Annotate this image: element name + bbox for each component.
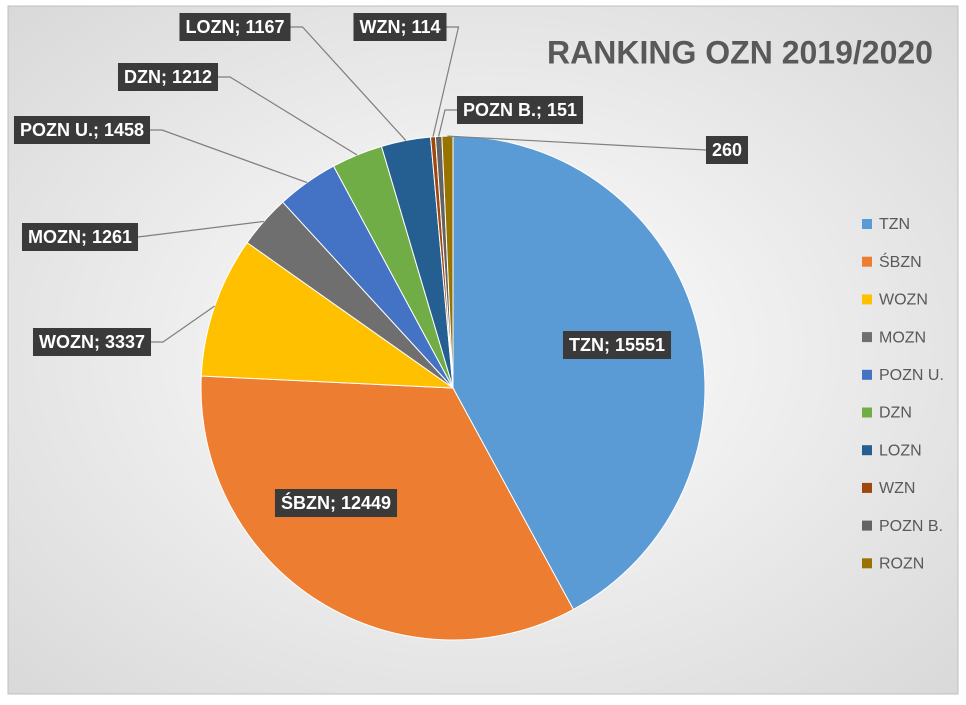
- legend-swatch: [862, 294, 872, 305]
- data-label: LOZN; 1167: [179, 13, 291, 41]
- legend-swatch: [862, 558, 872, 569]
- data-label-box: [456, 96, 584, 124]
- data-label-box: [117, 63, 219, 91]
- data-label-text: WZN; 114: [359, 17, 440, 37]
- leader-line: [137, 220, 264, 238]
- leader-line: [438, 109, 457, 137]
- data-label: POZN U.; 1458: [13, 116, 151, 144]
- legend-swatch: [862, 332, 872, 343]
- legend-label: ROZN: [879, 556, 924, 573]
- legend-label: LOZN: [879, 442, 922, 459]
- data-label: MOZN; 1261: [21, 223, 139, 251]
- legend-label: MOZN: [879, 329, 926, 346]
- legend-label: WZN: [879, 480, 915, 497]
- legend-swatch: [862, 256, 872, 267]
- chart-title: RANKING OZN 2019/2020: [547, 34, 933, 70]
- data-label-text: TZN; 15551: [569, 335, 665, 355]
- data-label: WZN; 114: [353, 13, 447, 41]
- data-label: ŚBZN; 12449: [274, 489, 398, 517]
- data-label-text: LOZN; 1167: [185, 17, 284, 37]
- data-label: TZN; 15551: [562, 331, 672, 359]
- data-label-text: POZN U.; 1458: [20, 120, 144, 140]
- data-label: WOZN; 3337: [32, 328, 152, 356]
- data-label-box: [562, 331, 672, 359]
- pie-slice: [200, 241, 455, 389]
- leader-line: [218, 76, 358, 156]
- legend-swatch: [862, 482, 872, 493]
- legend-swatch: [862, 219, 872, 229]
- data-label-text: 260: [712, 140, 742, 160]
- pie-slice: [452, 135, 706, 611]
- data-label: 260: [705, 136, 749, 164]
- legend-label: TZN: [879, 216, 910, 233]
- legend-label: ŚBZN: [879, 252, 922, 271]
- leader-line: [432, 26, 460, 137]
- leader-line: [290, 26, 407, 141]
- legend-label: POZN B.: [879, 518, 943, 535]
- data-label-text: WOZN; 3337: [39, 332, 145, 352]
- data-label-box: [179, 13, 291, 41]
- legend-swatch: [862, 445, 872, 456]
- legend-swatch: [862, 407, 872, 418]
- data-label-box: [274, 489, 398, 517]
- legend-label: POZN U.: [879, 367, 944, 384]
- data-label-box: [21, 223, 139, 251]
- data-label: DZN; 1212: [117, 63, 219, 91]
- data-label-box: [32, 328, 152, 356]
- data-label-text: MOZN; 1261: [28, 227, 132, 247]
- legend-swatch: [862, 520, 872, 531]
- legend-label: DZN: [879, 405, 912, 422]
- leader-line: [150, 129, 308, 184]
- data-label-text: DZN; 1212: [124, 67, 212, 87]
- data-label-text: ŚBZN; 12449: [281, 492, 391, 513]
- data-label: POZN B.; 151: [456, 96, 584, 124]
- leader-line: [151, 305, 216, 343]
- data-label-text: POZN B.; 151: [463, 100, 577, 120]
- legend-swatch: [862, 369, 872, 380]
- legend-label: WOZN: [879, 292, 928, 309]
- data-label-box: [705, 136, 749, 164]
- data-label-box: [13, 116, 151, 144]
- data-label-box: [353, 13, 447, 41]
- leader-line: [447, 135, 707, 151]
